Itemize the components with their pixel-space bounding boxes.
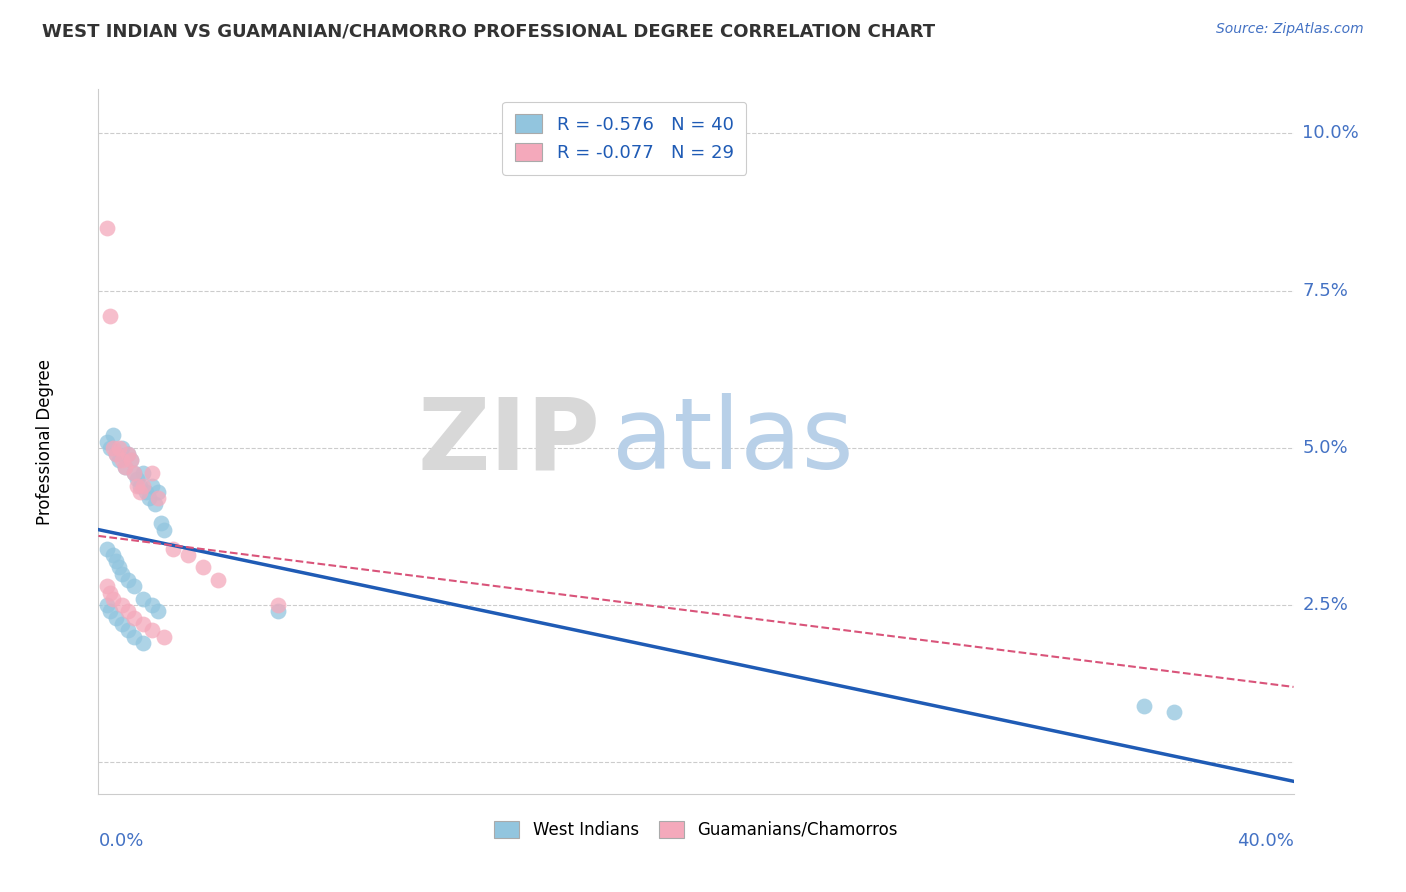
Point (132, 478, 155, 492)
Text: ZIP: ZIP (418, 393, 600, 490)
Point (96, 598, 118, 612)
Point (141, 624, 163, 638)
Point (96, 220, 118, 235)
Point (105, 610, 128, 624)
Text: 10.0%: 10.0% (1302, 124, 1360, 142)
Text: 2.5%: 2.5% (1302, 596, 1348, 614)
Point (114, 459, 136, 474)
Point (108, 453, 131, 467)
Legend: West Indians, Guamanians/Chamorros: West Indians, Guamanians/Chamorros (484, 811, 908, 849)
Point (120, 453, 142, 467)
Point (111, 617, 134, 632)
Point (132, 617, 155, 632)
Point (177, 548, 200, 562)
Text: 0.0%: 0.0% (98, 831, 143, 850)
Point (124, 466, 146, 480)
Point (98, 604, 122, 618)
Point (132, 591, 155, 606)
Point (148, 484, 170, 499)
Point (150, 516, 173, 531)
Point (117, 447, 139, 461)
Point (138, 491, 160, 505)
Point (117, 624, 139, 638)
Point (135, 484, 157, 499)
Point (207, 573, 229, 587)
Text: 7.5%: 7.5% (1302, 282, 1348, 300)
Point (108, 441, 131, 455)
Point (267, 598, 290, 612)
Point (191, 560, 214, 574)
Point (124, 579, 146, 593)
Point (267, 604, 290, 618)
Point (141, 598, 163, 612)
Point (96, 541, 118, 556)
Point (153, 523, 176, 537)
Point (117, 573, 139, 587)
Point (111, 598, 134, 612)
Point (98, 309, 122, 323)
Point (103, 428, 125, 442)
Point (141, 478, 163, 492)
Point (1163, 705, 1185, 719)
Point (103, 441, 125, 455)
Text: Source: ZipAtlas.com: Source: ZipAtlas.com (1216, 22, 1364, 37)
Point (103, 548, 125, 562)
Point (129, 478, 152, 492)
Point (98, 585, 122, 599)
Point (103, 591, 125, 606)
Point (111, 566, 134, 581)
Text: Professional Degree: Professional Degree (35, 359, 53, 524)
Point (129, 484, 152, 499)
Point (105, 447, 128, 461)
Text: 40.0%: 40.0% (1237, 831, 1294, 850)
Point (132, 466, 155, 480)
Point (162, 541, 184, 556)
Point (148, 604, 170, 618)
Point (124, 630, 146, 644)
Point (143, 498, 166, 512)
Text: atlas: atlas (613, 393, 853, 490)
Point (141, 466, 163, 480)
Text: 5.0%: 5.0% (1302, 439, 1348, 457)
Point (105, 447, 128, 461)
Point (124, 466, 146, 480)
Point (1133, 698, 1156, 713)
Point (105, 554, 128, 568)
Point (120, 453, 142, 467)
Point (117, 447, 139, 461)
Text: WEST INDIAN VS GUAMANIAN/CHAMORRO PROFESSIONAL DEGREE CORRELATION CHART: WEST INDIAN VS GUAMANIAN/CHAMORRO PROFES… (42, 22, 935, 40)
Point (111, 453, 134, 467)
Point (148, 491, 170, 505)
Point (117, 604, 139, 618)
Point (98, 441, 122, 455)
Point (127, 478, 149, 492)
Point (111, 441, 134, 455)
Point (114, 459, 136, 474)
Point (132, 636, 155, 650)
Point (127, 472, 149, 486)
Point (96, 434, 118, 449)
Point (153, 630, 176, 644)
Point (96, 579, 118, 593)
Point (108, 560, 131, 574)
Point (124, 610, 146, 624)
